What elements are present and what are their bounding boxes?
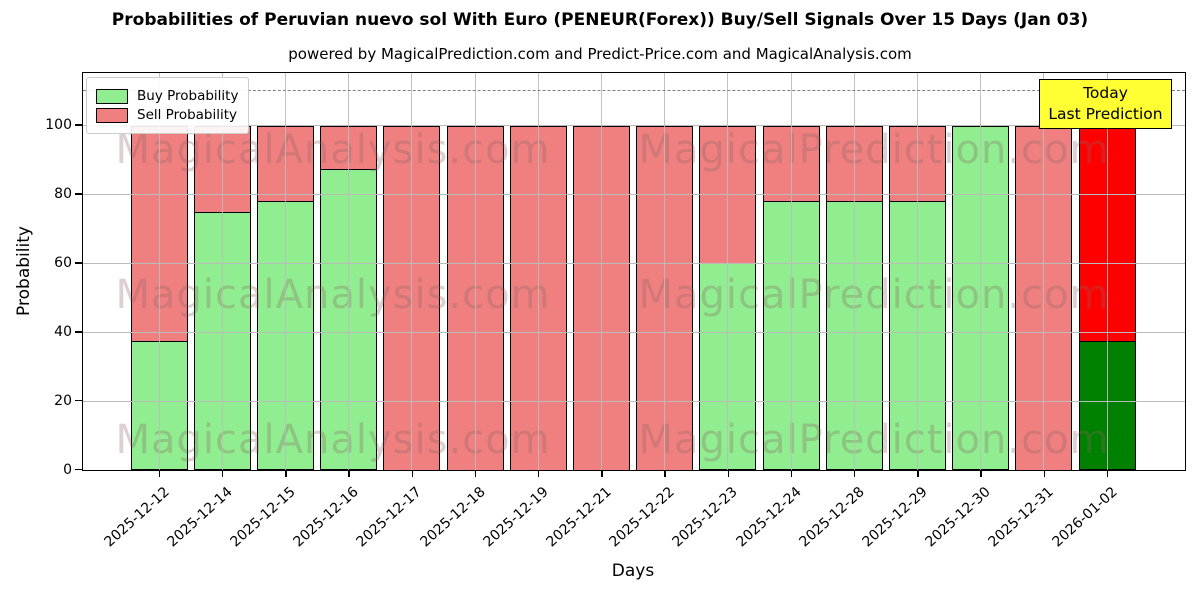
- y-tick-mark: [75, 399, 82, 402]
- x-gridline: [853, 73, 855, 470]
- x-tick-label: 2025-12-23: [669, 484, 742, 551]
- y-tick-label: 100: [45, 117, 72, 134]
- x-tick-mark: [158, 471, 161, 477]
- y-gridline: [83, 262, 1185, 264]
- x-tick-mark: [790, 471, 793, 477]
- dashed-threshold-line: [83, 90, 1185, 92]
- chart-legend: Buy Probability Sell Probability: [86, 77, 250, 134]
- x-tick-label: 2025-12-12: [101, 484, 173, 551]
- legend-item-buy: Buy Probability: [96, 88, 238, 104]
- x-tick-mark: [348, 471, 350, 477]
- y-tick-mark: [75, 331, 82, 333]
- x-gridline: [474, 73, 476, 470]
- y-gridline: [83, 400, 1185, 402]
- x-tick-label: 2025-12-15: [227, 484, 299, 551]
- watermark-text: MagicalPrediction.com: [638, 271, 1110, 318]
- x-tick-mark: [537, 471, 540, 477]
- sell-probability-swatch: [96, 107, 128, 123]
- x-axis-label: Days: [611, 561, 655, 581]
- x-gridline: [790, 73, 792, 470]
- x-gridline: [537, 73, 539, 470]
- x-tick-label: 2025-12-18: [417, 484, 489, 551]
- x-tick-label: 2025-12-14: [164, 484, 236, 551]
- x-tick-label: 2025-12-17: [353, 484, 426, 551]
- y-gridline: [83, 194, 1185, 196]
- plot-area: Buy Probability Sell Probability Today L…: [82, 72, 1186, 471]
- x-tick-label: 2025-12-19: [480, 484, 552, 551]
- x-tick-mark: [474, 471, 477, 477]
- legend-item-sell: Sell Probability: [96, 107, 238, 123]
- x-tick-label: 2025-12-30: [922, 484, 994, 551]
- x-gridline: [980, 73, 982, 470]
- today-annotation-line1: Today: [1083, 84, 1128, 102]
- x-tick-label: 2026-01-02: [1049, 484, 1121, 551]
- y-tick-label: 60: [54, 254, 72, 271]
- x-tick-mark: [980, 471, 982, 477]
- x-tick-mark: [1106, 471, 1109, 477]
- x-tick-mark: [221, 471, 224, 477]
- x-tick-mark: [853, 471, 856, 477]
- chart-subtitle: powered by MagicalPrediction.com and Pre…: [288, 45, 912, 63]
- x-tick-mark: [917, 471, 919, 477]
- x-gridline: [664, 73, 666, 470]
- y-tick-mark: [75, 468, 82, 471]
- x-tick-label: 2025-12-16: [290, 484, 362, 551]
- x-gridline: [158, 73, 160, 470]
- x-tick-label: 2025-12-21: [543, 484, 615, 551]
- watermark-text: MagicalPrediction.com: [638, 126, 1110, 173]
- x-tick-mark: [285, 471, 287, 477]
- x-gridline: [1043, 73, 1045, 470]
- x-tick-mark: [601, 471, 603, 477]
- x-gridline: [221, 73, 223, 470]
- y-tick-label: 0: [63, 461, 72, 478]
- today-annotation-box: Today Last Prediction: [1039, 79, 1172, 129]
- y-tick-mark: [75, 262, 82, 264]
- x-gridline: [727, 73, 729, 470]
- y-gridline: [83, 125, 1185, 127]
- y-tick-label: 20: [54, 392, 72, 409]
- x-tick-mark: [1043, 471, 1046, 477]
- x-gridline: [1106, 73, 1108, 470]
- y-tick-mark: [75, 124, 82, 126]
- x-tick-mark: [411, 471, 414, 477]
- x-gridline: [600, 73, 602, 470]
- today-annotation-line2: Last Prediction: [1048, 105, 1163, 123]
- legend-label-sell: Sell Probability: [137, 107, 238, 123]
- x-gridline: [284, 73, 286, 470]
- y-tick-label: 80: [54, 186, 72, 203]
- y-tick-mark: [75, 193, 82, 195]
- chart-title: Probabilities of Peruvian nuevo sol With…: [111, 10, 1089, 30]
- legend-label-buy: Buy Probability: [137, 88, 239, 104]
- x-tick-label: 2025-12-29: [859, 484, 931, 551]
- y-tick-label: 40: [54, 323, 72, 340]
- watermark-text: MagicalAnalysis.com: [115, 126, 551, 173]
- x-gridline: [916, 73, 918, 470]
- y-gridline: [83, 331, 1185, 333]
- x-tick-label: 2025-12-28: [796, 484, 868, 551]
- x-tick-label: 2025-12-24: [733, 484, 805, 551]
- x-tick-label: 2025-12-22: [606, 484, 678, 551]
- x-gridline: [411, 73, 413, 470]
- buy-probability-swatch: [96, 88, 128, 104]
- x-tick-mark: [727, 471, 730, 477]
- watermark-text: MagicalAnalysis.com: [115, 416, 551, 463]
- x-tick-label: 2025-12-31: [985, 484, 1058, 551]
- watermark-text: MagicalAnalysis.com: [115, 271, 551, 318]
- x-gridline: [348, 73, 350, 470]
- x-tick-mark: [664, 471, 666, 477]
- watermark-text: MagicalPrediction.com: [638, 416, 1110, 463]
